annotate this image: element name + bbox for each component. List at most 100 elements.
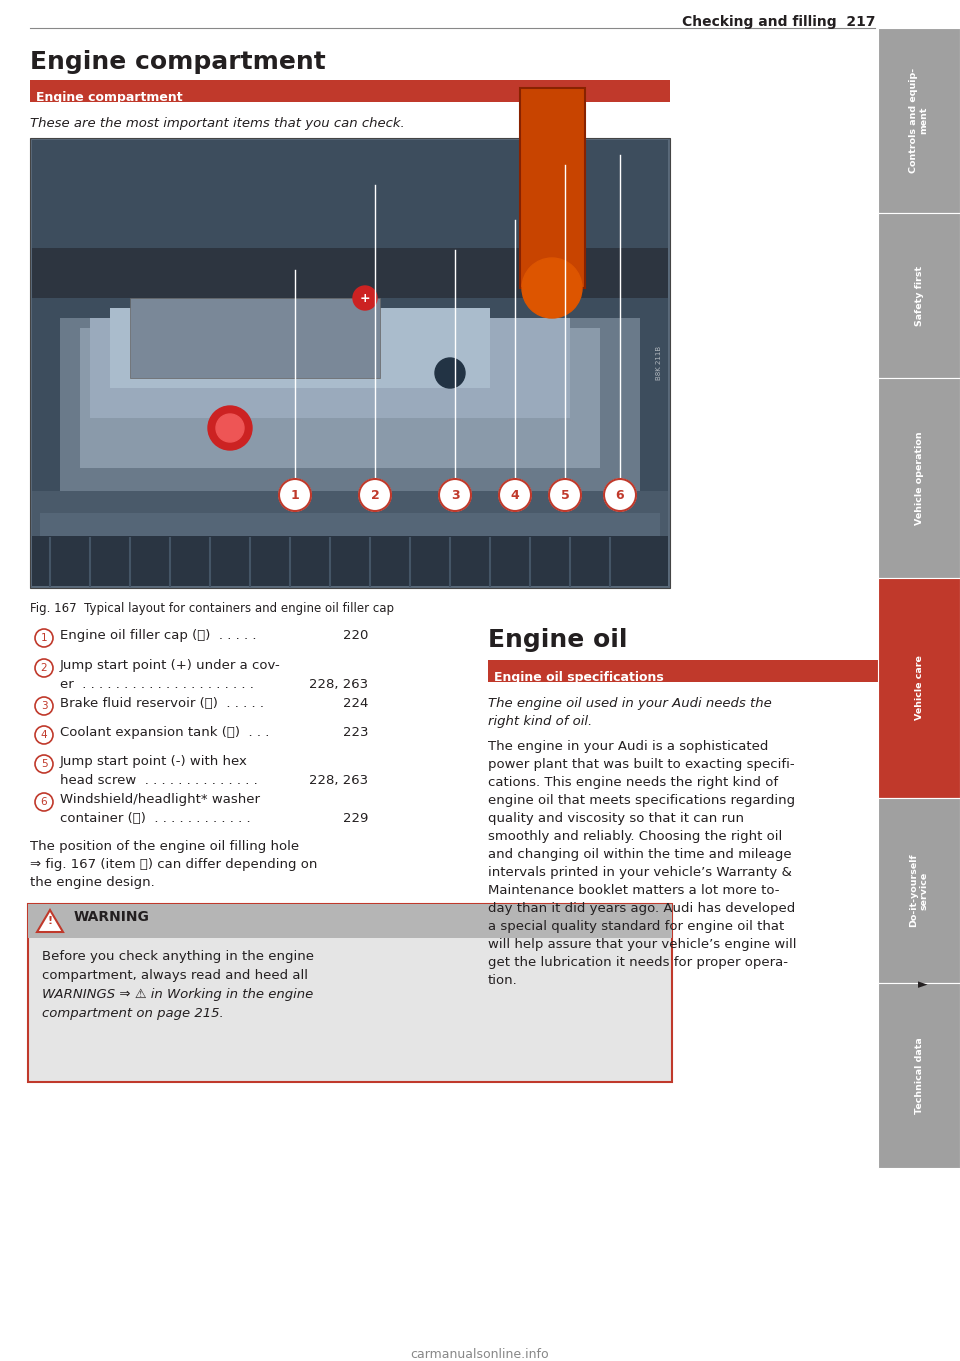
Circle shape (279, 479, 311, 510)
Text: ►: ► (919, 979, 928, 991)
Text: Safety first: Safety first (915, 265, 924, 325)
Text: container (⛏)  . . . . . . . . . . . .: container (⛏) . . . . . . . . . . . . (60, 813, 251, 825)
Text: Engine compartment: Engine compartment (30, 50, 325, 73)
FancyBboxPatch shape (32, 140, 668, 587)
Text: Vehicle operation: Vehicle operation (915, 431, 924, 525)
Circle shape (359, 479, 391, 510)
Text: 3: 3 (450, 489, 459, 501)
Text: B8K 211B: B8K 211B (656, 346, 662, 380)
FancyBboxPatch shape (32, 536, 668, 587)
Text: Engine oil specifications: Engine oil specifications (494, 671, 663, 685)
Text: compartment on page 215.: compartment on page 215. (42, 1007, 224, 1019)
Text: Jump start point (+) under a cov-: Jump start point (+) under a cov- (60, 659, 280, 672)
FancyBboxPatch shape (40, 513, 660, 573)
Text: cations. This engine needs the right kind of: cations. This engine needs the right kin… (488, 776, 779, 789)
Text: quality and viscosity so that it can run: quality and viscosity so that it can run (488, 813, 744, 825)
Circle shape (208, 406, 252, 450)
Text: Vehicle care: Vehicle care (915, 656, 924, 720)
Circle shape (604, 479, 636, 510)
Text: 6: 6 (615, 489, 624, 501)
Text: WARNING: WARNING (74, 911, 150, 924)
Text: er  . . . . . . . . . . . . . . . . . . . . .: er . . . . . . . . . . . . . . . . . . .… (60, 678, 253, 691)
Text: Engine oil: Engine oil (488, 627, 628, 652)
Text: 228, 263: 228, 263 (309, 774, 368, 787)
Text: carmanualsonline.info: carmanualsonline.info (411, 1347, 549, 1361)
Text: Controls and equip-
ment: Controls and equip- ment (909, 68, 928, 173)
Text: 2: 2 (40, 663, 47, 672)
FancyBboxPatch shape (878, 798, 960, 983)
Text: a special quality standard for engine oil that: a special quality standard for engine oi… (488, 920, 784, 934)
FancyBboxPatch shape (90, 318, 570, 418)
Text: 229: 229 (343, 813, 368, 825)
Circle shape (499, 479, 531, 510)
Text: !: ! (47, 916, 53, 925)
Text: 3: 3 (40, 701, 47, 710)
Text: Engine oil filler cap (⛲)  . . . . .: Engine oil filler cap (⛲) . . . . . (60, 629, 256, 642)
Text: 223: 223 (343, 725, 368, 739)
FancyBboxPatch shape (878, 578, 960, 798)
Text: compartment, always read and heed all: compartment, always read and heed all (42, 969, 308, 983)
FancyBboxPatch shape (520, 88, 585, 289)
Text: Coolant expansion tank (Ⓛ)  . . .: Coolant expansion tank (Ⓛ) . . . (60, 725, 270, 739)
Text: intervals printed in your vehicle’s Warranty &: intervals printed in your vehicle’s Warr… (488, 866, 792, 879)
FancyBboxPatch shape (28, 904, 672, 938)
Text: 2: 2 (371, 489, 379, 501)
Text: 228, 263: 228, 263 (309, 678, 368, 691)
FancyBboxPatch shape (878, 29, 960, 214)
Text: 1: 1 (291, 489, 300, 501)
Text: Jump start point (-) with hex: Jump start point (-) with hex (60, 755, 248, 768)
Text: head screw  . . . . . . . . . . . . . .: head screw . . . . . . . . . . . . . . (60, 774, 257, 787)
Text: power plant that was built to exacting specifi-: power plant that was built to exacting s… (488, 758, 795, 770)
Circle shape (353, 286, 377, 310)
FancyBboxPatch shape (110, 308, 490, 388)
Text: will help assure that your vehicle’s engine will: will help assure that your vehicle’s eng… (488, 938, 797, 951)
Text: WARNINGS ⇒ ⚠ in Working in the engine: WARNINGS ⇒ ⚠ in Working in the engine (42, 988, 313, 1000)
Text: The engine oil used in your Audi needs the: The engine oil used in your Audi needs t… (488, 697, 772, 710)
Text: and changing oil within the time and mileage: and changing oil within the time and mil… (488, 848, 792, 862)
FancyBboxPatch shape (878, 214, 960, 378)
Text: 220: 220 (343, 629, 368, 642)
FancyBboxPatch shape (30, 80, 670, 102)
FancyBboxPatch shape (60, 318, 640, 519)
Text: +: + (360, 291, 371, 305)
Text: Brake fluid reservoir (Ⓢ)  . . . . .: Brake fluid reservoir (Ⓢ) . . . . . (60, 697, 264, 710)
Text: The engine in your Audi is a sophisticated: The engine in your Audi is a sophisticat… (488, 740, 768, 753)
Text: These are the most important items that you can check.: These are the most important items that … (30, 117, 405, 131)
Text: tion.: tion. (488, 974, 517, 987)
Text: right kind of oil.: right kind of oil. (488, 715, 592, 728)
Text: 6: 6 (40, 798, 47, 807)
Text: day than it did years ago. Audi has developed: day than it did years ago. Audi has deve… (488, 902, 795, 915)
Text: 4: 4 (40, 729, 47, 740)
FancyBboxPatch shape (30, 137, 670, 588)
Text: Checking and filling  217: Checking and filling 217 (682, 15, 875, 29)
Text: The position of the engine oil filling hole: The position of the engine oil filling h… (30, 840, 300, 853)
Polygon shape (37, 911, 63, 932)
FancyBboxPatch shape (878, 983, 960, 1168)
Text: smoothly and reliably. Choosing the right oil: smoothly and reliably. Choosing the righ… (488, 830, 782, 842)
Text: Fig. 167  Typical layout for containers and engine oil filler cap: Fig. 167 Typical layout for containers a… (30, 602, 394, 615)
Text: the engine design.: the engine design. (30, 876, 155, 889)
FancyBboxPatch shape (28, 904, 672, 1082)
Circle shape (439, 479, 471, 510)
FancyBboxPatch shape (32, 491, 668, 587)
Text: engine oil that meets specifications regarding: engine oil that meets specifications reg… (488, 793, 795, 807)
Text: Technical data: Technical data (915, 1037, 924, 1113)
Text: 1: 1 (40, 633, 47, 642)
FancyBboxPatch shape (488, 660, 930, 682)
FancyBboxPatch shape (80, 328, 600, 468)
FancyBboxPatch shape (878, 378, 960, 578)
Circle shape (435, 358, 465, 388)
Text: 5: 5 (40, 759, 47, 769)
Text: Before you check anything in the engine: Before you check anything in the engine (42, 950, 314, 964)
Text: Do-it-yourself
service: Do-it-yourself service (909, 853, 928, 927)
Circle shape (549, 479, 581, 510)
Text: Engine compartment: Engine compartment (36, 91, 182, 103)
FancyBboxPatch shape (130, 298, 380, 378)
Circle shape (522, 259, 582, 318)
Text: get the lubrication it needs for proper opera-: get the lubrication it needs for proper … (488, 955, 788, 969)
Text: Windshield/headlight* washer: Windshield/headlight* washer (60, 793, 260, 806)
Text: Maintenance booklet matters a lot more to-: Maintenance booklet matters a lot more t… (488, 885, 780, 897)
Circle shape (216, 414, 244, 442)
Text: 224: 224 (343, 697, 368, 710)
Text: 4: 4 (511, 489, 519, 501)
